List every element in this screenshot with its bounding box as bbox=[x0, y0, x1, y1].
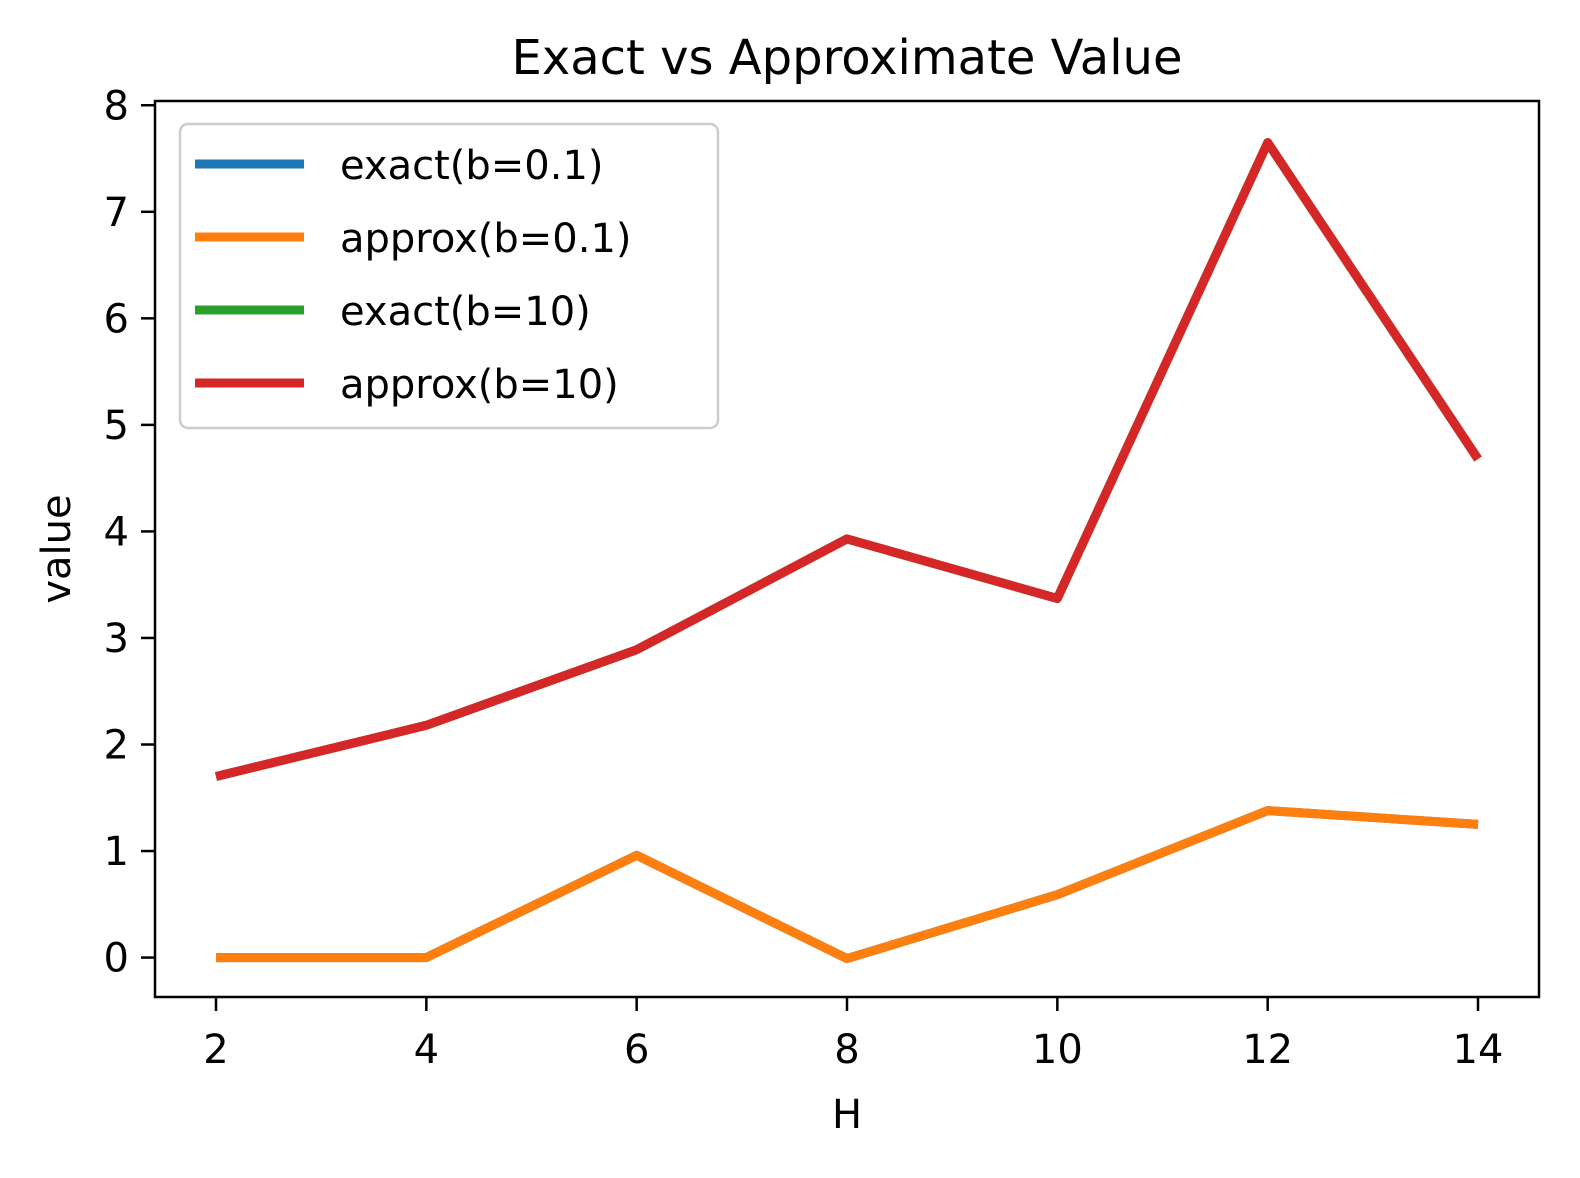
y-tick-label: 1 bbox=[104, 829, 129, 875]
y-tick-label: 8 bbox=[104, 83, 129, 129]
legend-label: exact(b=0.1) bbox=[340, 143, 604, 189]
series-line-4 bbox=[214, 138, 1482, 781]
y-tick-label: 0 bbox=[104, 936, 129, 982]
series-line-2 bbox=[216, 806, 1479, 964]
x-tick-label: 6 bbox=[624, 1027, 649, 1073]
plot-area bbox=[214, 138, 1482, 964]
x-tick-label: 8 bbox=[834, 1027, 859, 1073]
legend-box bbox=[178, 122, 720, 430]
x-tick-label: 14 bbox=[1453, 1027, 1504, 1073]
x-tick-label: 4 bbox=[414, 1027, 439, 1073]
x-tick-label: 10 bbox=[1032, 1027, 1083, 1073]
x-tick-label: 2 bbox=[203, 1027, 228, 1073]
x-tick-label: 12 bbox=[1242, 1027, 1293, 1073]
legend-label: exact(b=10) bbox=[340, 289, 591, 335]
y-tick-label: 6 bbox=[104, 296, 129, 342]
legend-entries: exact(b=0.1) approx(b=0.1) exact(b=10) appr… bbox=[195, 143, 632, 408]
legend: exact(b=0.1) approx(b=0.1) exact(b=10) appr… bbox=[178, 122, 720, 430]
x-axis-ticks: 2 4 6 8 10 12 14 bbox=[203, 997, 1503, 1073]
legend-label: approx(b=10) bbox=[340, 362, 619, 408]
chart-title: Exact vs Approximate Value bbox=[512, 30, 1183, 86]
y-tick-label: 2 bbox=[104, 723, 129, 769]
y-tick-label: 3 bbox=[104, 616, 129, 662]
y-tick-label: 7 bbox=[104, 190, 129, 236]
y-axis-ticks: 0 1 2 3 4 5 6 7 8 bbox=[104, 83, 155, 982]
legend-label: approx(b=0.1) bbox=[340, 216, 632, 262]
y-tick-label: 4 bbox=[104, 509, 129, 555]
y-tick-label: 5 bbox=[104, 403, 129, 449]
x-axis-label: H bbox=[832, 1092, 862, 1138]
y-axis-label: value bbox=[34, 494, 80, 603]
